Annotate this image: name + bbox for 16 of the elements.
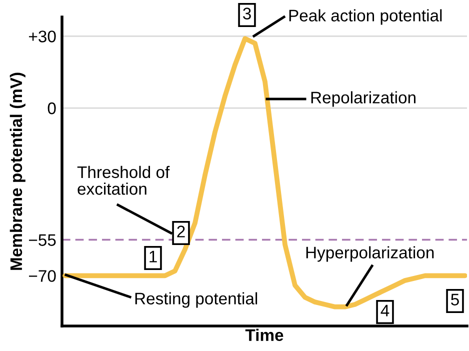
annotation: Resting potential (135, 292, 258, 308)
y-tick-label: −70 (28, 270, 56, 282)
annotation: Repolarization (311, 91, 416, 107)
y-tick-label: +30 (28, 30, 56, 42)
y-tick-label: −55 (28, 234, 56, 246)
x-axis-title: Time (245, 328, 284, 342)
annotation: Threshold of excitation (77, 166, 170, 195)
annotation: 4 (380, 304, 390, 316)
annotation: Peak action potential (289, 9, 442, 25)
annotation: Hyperpolarization (306, 246, 434, 262)
annotation: 1 (150, 250, 157, 262)
annotation: 2 (177, 226, 185, 238)
annotation: 3 (243, 8, 251, 20)
annotation: 5 (451, 294, 459, 306)
y-axis-title: Membrane potential (mV) (10, 72, 26, 270)
y-tick-label: 0 (48, 102, 56, 114)
